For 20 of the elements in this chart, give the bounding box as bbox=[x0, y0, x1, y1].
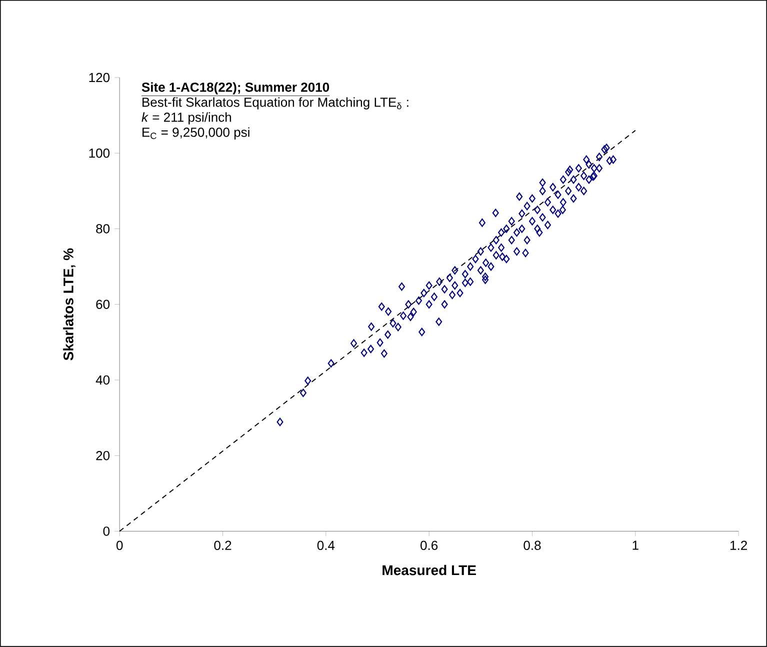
x-axis-title: Measured LTE bbox=[382, 564, 476, 576]
y-tick-label: 80 bbox=[96, 224, 110, 234]
x-tick-label: 0.8 bbox=[524, 540, 541, 550]
x-tick-label: 0 bbox=[116, 540, 123, 550]
y-tick-label: 40 bbox=[96, 375, 110, 385]
x-tick-label: 0.6 bbox=[420, 540, 438, 550]
y-tick-label: 120 bbox=[89, 73, 110, 82]
x-tick-label: 1.2 bbox=[730, 540, 747, 550]
y-axis-title: Skarlatos LTE, % bbox=[63, 248, 76, 360]
annotation: Best-fit Skarlatos Equation for Matching LTE$_{δ}$ : bbox=[142, 97, 408, 110]
x-tick-label: 0.2 bbox=[214, 540, 232, 550]
chart-title: Site 1-AC18(22); Summer 2010 bbox=[142, 82, 330, 94]
y-tick-label: 20 bbox=[96, 451, 110, 460]
y-tick-label: 0 bbox=[103, 526, 110, 536]
annotation: E$_{C}$ = 9,250,000 psi bbox=[142, 127, 250, 140]
x-tick-label: 0.4 bbox=[317, 540, 335, 550]
annotation: k = 211 psi/inch bbox=[142, 112, 232, 125]
y-tick-label: 100 bbox=[89, 148, 110, 158]
x-tick-label: 1 bbox=[632, 540, 638, 550]
y-tick-label: 60 bbox=[96, 300, 110, 310]
